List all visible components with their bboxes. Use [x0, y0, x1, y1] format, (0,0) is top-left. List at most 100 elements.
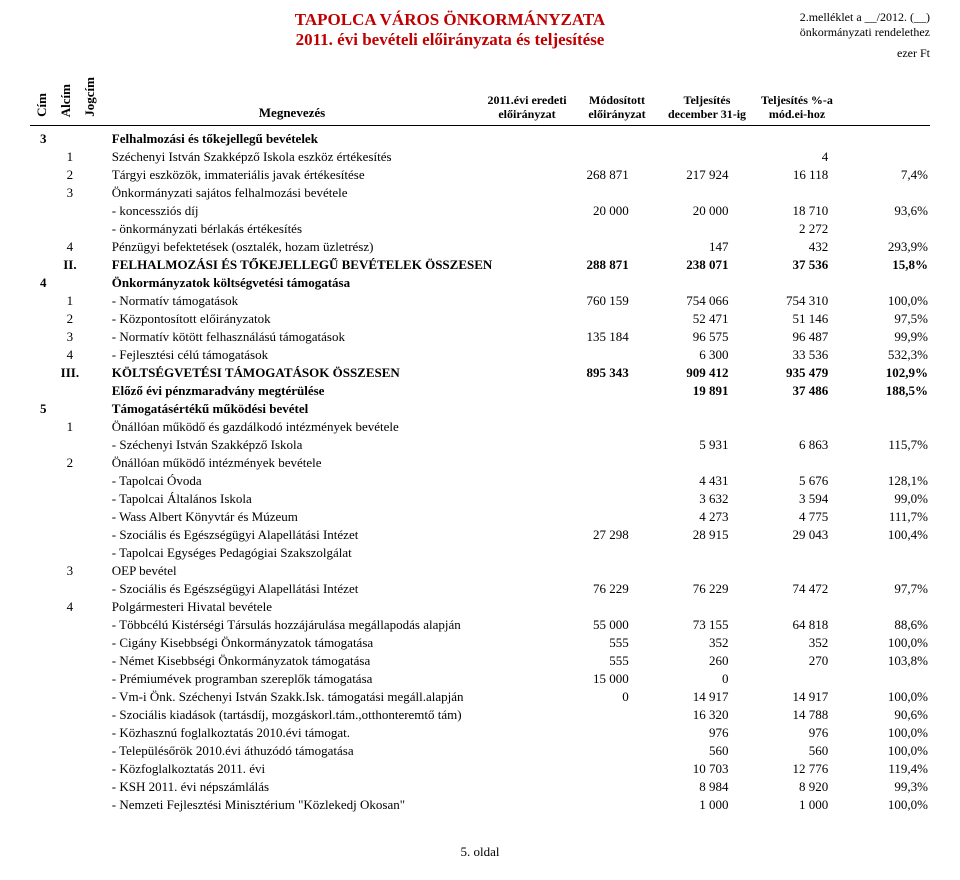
cell	[30, 346, 57, 364]
cell	[83, 220, 110, 238]
cell	[30, 742, 57, 760]
cell: 93,6%	[830, 202, 930, 220]
cell: 12 776	[730, 760, 830, 778]
cell	[730, 130, 830, 148]
cell	[30, 310, 57, 328]
cell: 909 412	[631, 364, 731, 382]
cell: KÖLTSÉGVETÉSI TÁMOGATÁSOK ÖSSZESEN	[110, 364, 531, 382]
cell: 754 310	[730, 292, 830, 310]
cell: Önkormányzatok költségvetési támogatása	[110, 274, 531, 292]
table-row: 1- Normatív támogatások760 159754 066754…	[30, 292, 930, 310]
cell	[30, 148, 57, 166]
cell: 52 471	[631, 310, 731, 328]
cell	[730, 562, 830, 580]
cell	[531, 454, 631, 472]
cell	[531, 400, 631, 418]
cell: 29 043	[730, 526, 830, 544]
cell	[57, 616, 84, 634]
cell	[30, 220, 57, 238]
cell: - Tapolcai Általános Iskola	[110, 490, 531, 508]
cell: Előző évi pénzmaradvány megtérülése	[110, 382, 531, 400]
cell	[57, 670, 84, 688]
cell	[83, 418, 110, 436]
cell	[83, 634, 110, 652]
table-row: 3- Normatív kötött felhasználású támogat…	[30, 328, 930, 346]
cell	[30, 544, 57, 562]
cell	[631, 544, 731, 562]
cell: 55 000	[531, 616, 631, 634]
table-row: 1Széchenyi István Szakképző Iskola eszkö…	[30, 148, 930, 166]
cell	[531, 184, 631, 202]
cell: - Közhasznú foglalkoztatás 2010.évi támo…	[110, 724, 531, 742]
cell: 188,5%	[830, 382, 930, 400]
cell	[83, 130, 110, 148]
cell	[30, 328, 57, 346]
cell	[30, 652, 57, 670]
cell: - Német Kisebbségi Önkormányzatok támoga…	[110, 652, 531, 670]
cell	[30, 616, 57, 634]
cell	[730, 184, 830, 202]
cell	[57, 220, 84, 238]
cell: 76 229	[631, 580, 731, 598]
org-title: TAPOLCA VÁROS ÖNKORMÁNYZATA	[170, 10, 730, 30]
cell	[730, 670, 830, 688]
table-row: - Nemzeti Fejlesztési Minisztérium "Közl…	[30, 796, 930, 814]
cell: 270	[730, 652, 830, 670]
cell	[83, 256, 110, 274]
cell: 100,0%	[830, 742, 930, 760]
table-row: - Tapolcai Óvoda4 4315 676128,1%	[30, 472, 930, 490]
cell	[30, 382, 57, 400]
cell	[531, 598, 631, 616]
cell	[30, 526, 57, 544]
cell	[83, 796, 110, 814]
table-row: - Szociális és Egészségügyi Alapellátási…	[30, 526, 930, 544]
cell: - Cigány Kisebbségi Önkormányzatok támog…	[110, 634, 531, 652]
cell	[83, 328, 110, 346]
cell: 135 184	[531, 328, 631, 346]
cell	[83, 346, 110, 364]
cell	[531, 130, 631, 148]
cell: 16 320	[631, 706, 731, 724]
cell: 7,4%	[830, 166, 930, 184]
cell	[830, 418, 930, 436]
table-row: 4 Polgármesteri Hivatal bevétele	[30, 598, 930, 616]
cell: 19 891	[631, 382, 731, 400]
cell	[83, 526, 110, 544]
cell: 4	[57, 346, 84, 364]
cell	[57, 580, 84, 598]
cell	[57, 436, 84, 454]
cell: 15,8%	[830, 256, 930, 274]
cell	[30, 364, 57, 382]
cell: 4	[30, 274, 57, 292]
cell: Támogatásértékű működési bevétel	[110, 400, 531, 418]
cell: 128,1%	[830, 472, 930, 490]
cell	[30, 472, 57, 490]
cell: 3	[57, 184, 84, 202]
cell: Polgármesteri Hivatal bevétele	[110, 598, 531, 616]
cell: 14 917	[631, 688, 731, 706]
table-row: - Széchenyi István Szakképző Iskola5 931…	[30, 436, 930, 454]
table-row: - Cigány Kisebbségi Önkormányzatok támog…	[30, 634, 930, 652]
cell	[57, 382, 84, 400]
cell: - Vm-i Önk. Széchenyi István Szakk.Isk. …	[110, 688, 531, 706]
cell	[57, 526, 84, 544]
col-c2: Módosított előirányzat	[572, 94, 662, 120]
cell	[531, 724, 631, 742]
col-megnev: Megnevezés	[102, 105, 482, 121]
cell	[30, 508, 57, 526]
cell: 4	[57, 598, 84, 616]
cell: 2	[57, 310, 84, 328]
cell	[531, 544, 631, 562]
cell	[830, 562, 930, 580]
cell: 1	[57, 148, 84, 166]
cell: 8 984	[631, 778, 731, 796]
cell	[830, 274, 930, 292]
cell: 2 272	[730, 220, 830, 238]
table-row: 2- Központosított előirányzatok52 47151 …	[30, 310, 930, 328]
cell: 51 146	[730, 310, 830, 328]
table-row: - Német Kisebbségi Önkormányzatok támoga…	[30, 652, 930, 670]
cell	[730, 418, 830, 436]
cell: 352	[730, 634, 830, 652]
cell	[83, 238, 110, 256]
cell: 1	[57, 292, 84, 310]
